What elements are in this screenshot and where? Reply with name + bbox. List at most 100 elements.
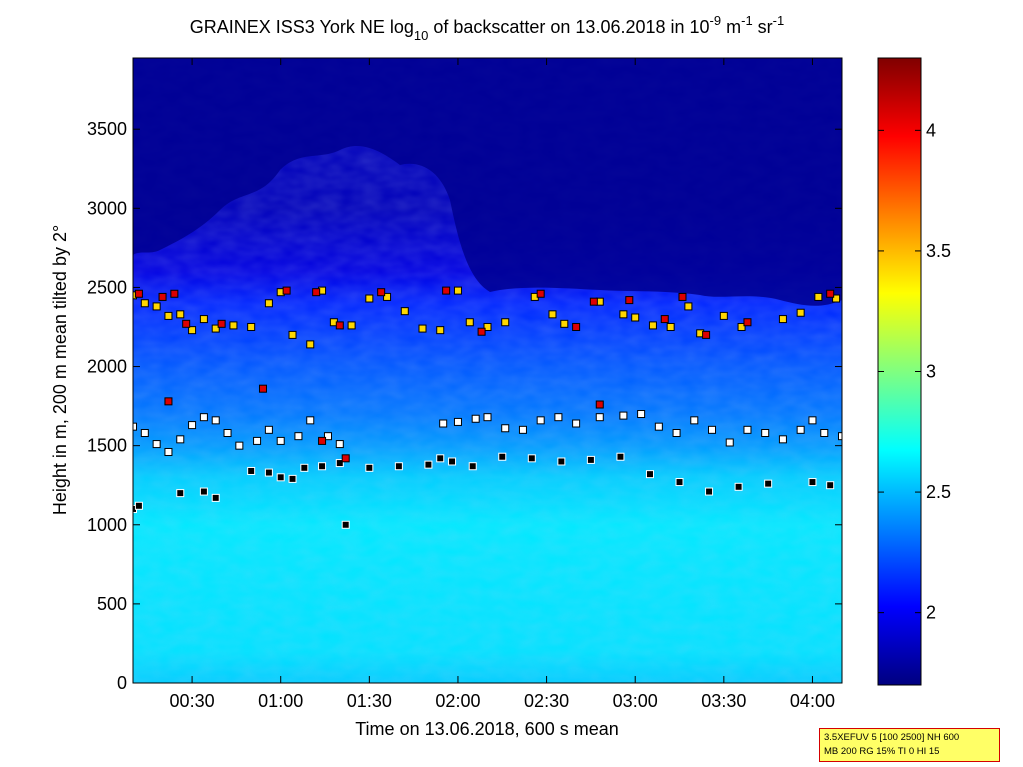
plot-frame [132, 57, 843, 684]
layer-marker [300, 463, 309, 472]
layer-marker [383, 292, 392, 301]
layer-marker [832, 294, 841, 303]
layer-marker [264, 425, 273, 434]
layer-marker [501, 424, 510, 433]
layer-marker [595, 413, 604, 422]
layer-marker [164, 397, 173, 406]
layer-marker [217, 319, 226, 328]
layer-marker [306, 340, 315, 349]
layer-marker [176, 435, 185, 444]
heatmap-area [133, 58, 842, 683]
layer-marker [365, 294, 374, 303]
layer-marker [631, 313, 640, 322]
y-tick-label: 3500 [87, 119, 127, 139]
layer-marker [527, 454, 536, 463]
layer-marker [323, 432, 332, 441]
layer-marker [235, 441, 244, 450]
marker-layers [133, 286, 842, 529]
layer-marker [211, 493, 220, 502]
colorbar-tick-label: 2.5 [926, 482, 951, 502]
layer-marker [335, 459, 344, 468]
layer-marker [229, 321, 238, 330]
layer-marker [595, 400, 604, 409]
layer-marker [637, 410, 646, 419]
layer-marker [247, 466, 256, 475]
layer-marker [188, 326, 197, 335]
layer-marker [318, 436, 327, 445]
y-tick-label: 3000 [87, 198, 127, 218]
layer-marker [705, 487, 714, 496]
layer-marker [675, 478, 684, 487]
layer-marker [199, 487, 208, 496]
layer-marker [133, 422, 137, 431]
y-tick-label: 1500 [87, 436, 127, 456]
layer-marker [211, 416, 220, 425]
layer-marker [808, 416, 817, 425]
layer-marker [377, 288, 386, 297]
layer-marker [176, 310, 185, 319]
x-tick-label: 02:30 [524, 691, 569, 711]
x-tick-label: 01:00 [258, 691, 303, 711]
layer-marker [188, 421, 197, 430]
layer-marker [424, 460, 433, 469]
layer-marker [743, 318, 752, 327]
x-tick-label: 02:00 [435, 691, 480, 711]
layer-marker [453, 417, 462, 426]
layer-marker [341, 520, 350, 529]
layer-marker [442, 286, 451, 295]
layer-marker [654, 422, 663, 431]
settings-info-box: 3.5XEFUV 5 [100 2500] NH 600 MB 200 RG 1… [819, 728, 1000, 762]
layer-marker [814, 292, 823, 301]
layer-marker [690, 416, 699, 425]
layer-marker [761, 429, 770, 437]
layer-marker [453, 286, 462, 295]
layer-marker [518, 425, 527, 434]
layer-marker [276, 436, 285, 445]
layer-marker [335, 440, 344, 449]
layer-marker [625, 296, 634, 305]
layer-marker [743, 425, 752, 434]
layer-marker [182, 319, 191, 328]
layer-marker [253, 436, 262, 445]
layer-marker [288, 474, 297, 483]
colorbar-tick-label: 3.5 [926, 241, 951, 261]
layer-marker [448, 457, 457, 466]
layer-marker [400, 307, 409, 316]
layer-marker [140, 429, 149, 437]
layer-marker [548, 310, 557, 319]
layer-marker [719, 311, 728, 320]
layer-marker [436, 326, 445, 335]
layer-marker [199, 315, 208, 324]
layer-marker [318, 462, 327, 471]
layer-marker [306, 416, 315, 425]
layer-marker [312, 288, 321, 297]
layer-marker [572, 419, 581, 428]
layer-marker [501, 318, 510, 327]
layer-marker [394, 462, 403, 471]
layer-marker [436, 454, 445, 463]
layer-marker [708, 425, 717, 434]
layer-marker [796, 425, 805, 434]
layer-marker [778, 315, 787, 324]
layer-marker [666, 322, 675, 331]
layer-marker [365, 463, 374, 472]
layer-marker [134, 501, 143, 510]
layer-marker [734, 482, 743, 491]
layer-marker [838, 432, 842, 441]
layer-marker [439, 419, 448, 428]
colorbar [877, 57, 922, 686]
layer-marker [158, 292, 167, 301]
layer-marker [820, 429, 829, 437]
colorbar-tick-label: 4 [926, 120, 936, 140]
layer-marker [554, 413, 563, 422]
layer-marker [483, 413, 492, 422]
layer-marker [152, 440, 161, 449]
info-line-1: 3.5XEFUV 5 [100 2500] NH 600 [824, 732, 960, 743]
y-axis-label: Height in m, 200 m mean tilted by 2° [50, 225, 70, 515]
colorbar-tick-label: 2 [926, 603, 936, 623]
layer-marker [645, 470, 654, 479]
layer-marker [737, 322, 746, 331]
layer-marker [498, 452, 507, 461]
layer-marker [725, 438, 734, 447]
